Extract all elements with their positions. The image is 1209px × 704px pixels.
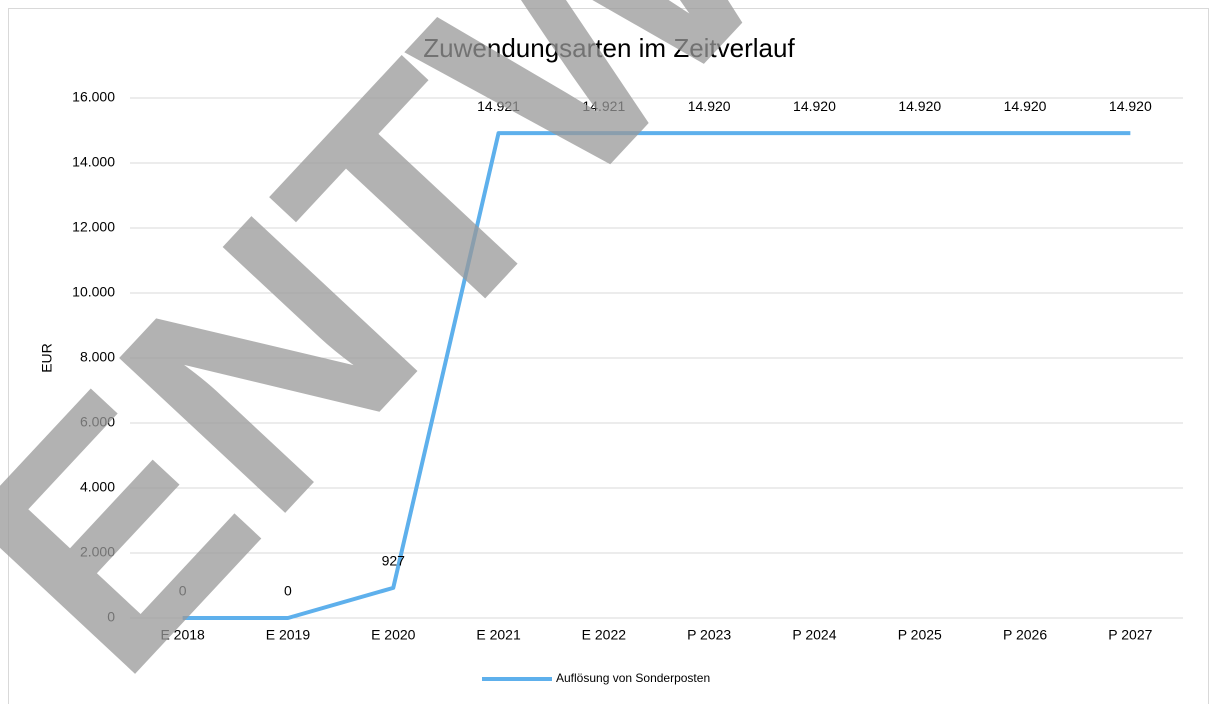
data-label: 14.920 <box>898 98 941 114</box>
x-tick-label: P 2024 <box>792 627 836 643</box>
data-label: 0 <box>179 583 187 599</box>
y-tick-label: 14.000 <box>72 154 115 170</box>
data-label: 14.920 <box>1004 98 1047 114</box>
x-tick-label: E 2019 <box>266 627 311 643</box>
y-tick-label: 0 <box>107 609 115 625</box>
x-tick-label: P 2025 <box>898 627 942 643</box>
x-tick-label: E 2021 <box>476 627 521 643</box>
y-tick-label: 6.000 <box>80 414 115 430</box>
y-tick-label: 4.000 <box>80 479 115 495</box>
y-tick-label: 10.000 <box>72 284 115 300</box>
y-tick-label: 2.000 <box>80 544 115 560</box>
x-tick-label: E 2018 <box>160 627 205 643</box>
x-tick-label: P 2026 <box>1003 627 1047 643</box>
data-label: 14.920 <box>793 98 836 114</box>
chart-title: Zuwendungsarten im Zeitverlauf <box>423 33 795 63</box>
data-label: 0 <box>284 583 292 599</box>
data-line <box>182 131 1131 620</box>
x-tick-label: P 2023 <box>687 627 731 643</box>
x-tick-label: P 2027 <box>1108 627 1152 643</box>
y-tick-label: 12.000 <box>72 219 115 235</box>
x-tick-label: E 2020 <box>371 627 416 643</box>
data-label: 14.921 <box>582 98 625 114</box>
data-label: 14.920 <box>1109 98 1152 114</box>
x-tick-label: E 2022 <box>582 627 627 643</box>
data-label: 14.921 <box>477 98 520 114</box>
y-tick-label: 8.000 <box>80 349 115 365</box>
data-label: 927 <box>382 553 406 569</box>
legend-label: Auflösung von Sonderposten <box>556 671 710 685</box>
chart-border <box>8 8 1209 704</box>
data-label: 14.920 <box>688 98 731 114</box>
y-axis-label: EUR <box>39 343 55 373</box>
y-tick-label: 16.000 <box>72 89 115 105</box>
